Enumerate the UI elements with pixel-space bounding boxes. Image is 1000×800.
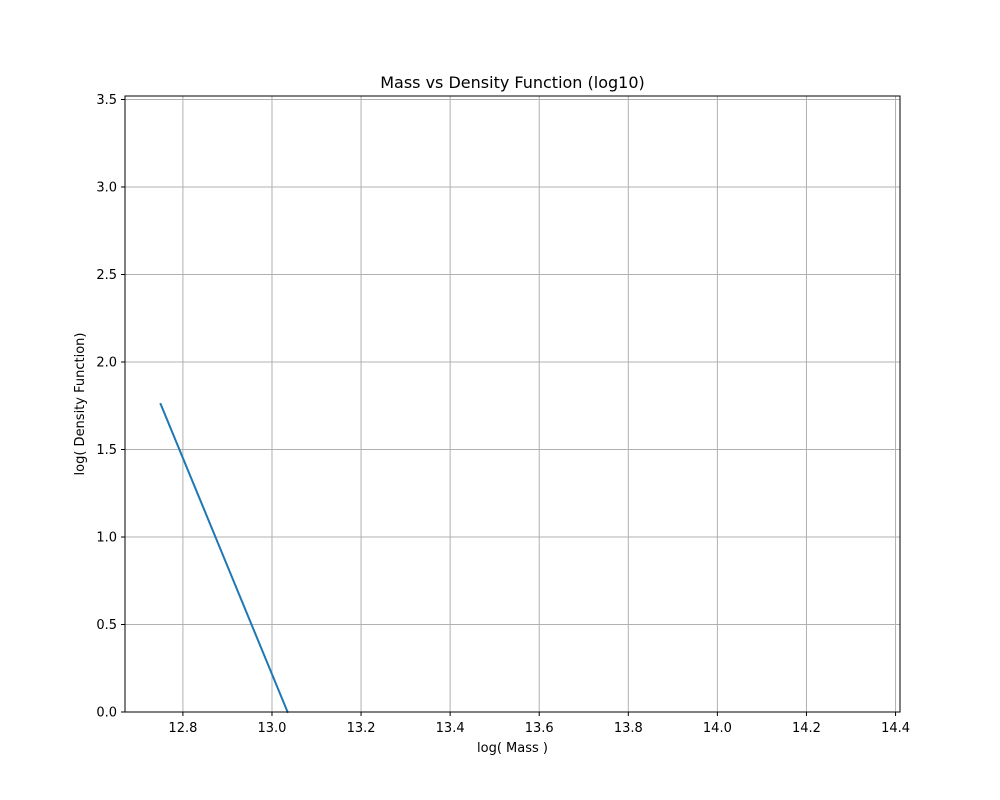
chart-title: Mass vs Density Function (log10) xyxy=(380,73,645,92)
x-axis-label: log( Mass ) xyxy=(477,741,548,756)
y-tick-label: 2.0 xyxy=(96,356,117,371)
x-tick-label: 14.0 xyxy=(703,721,732,736)
y-tick-label: 0.0 xyxy=(96,706,117,721)
y-tick-label: 3.0 xyxy=(96,181,117,196)
x-tick-label: 13.8 xyxy=(614,721,643,736)
series-line xyxy=(159,402,289,714)
plot-frame xyxy=(124,95,901,713)
x-tick-label: 12.8 xyxy=(168,721,197,736)
ticks: 12.8 13.0 13.2 13.4 13.6 13.8 14.0 14.2 14.4 0.0 0… xyxy=(96,93,910,736)
x-tick-label: 13.0 xyxy=(258,721,287,736)
y-tick-label: 1.5 xyxy=(96,443,117,458)
y-axis-label: log( Density Function) xyxy=(73,333,88,476)
x-tick-label: 14.2 xyxy=(792,721,821,736)
y-tick-label: 0.5 xyxy=(96,618,117,633)
x-tick-label: 13.4 xyxy=(436,721,465,736)
x-tick-label: 14.4 xyxy=(881,721,910,736)
x-tick-label: 13.2 xyxy=(347,721,376,736)
x-tick-label: 13.6 xyxy=(525,721,554,736)
y-tick-label: 3.5 xyxy=(96,93,117,108)
plot-area xyxy=(125,96,900,712)
y-tick-label: 1.0 xyxy=(96,531,117,546)
series-layer xyxy=(159,402,289,714)
y-tick-label: 2.5 xyxy=(96,268,117,283)
